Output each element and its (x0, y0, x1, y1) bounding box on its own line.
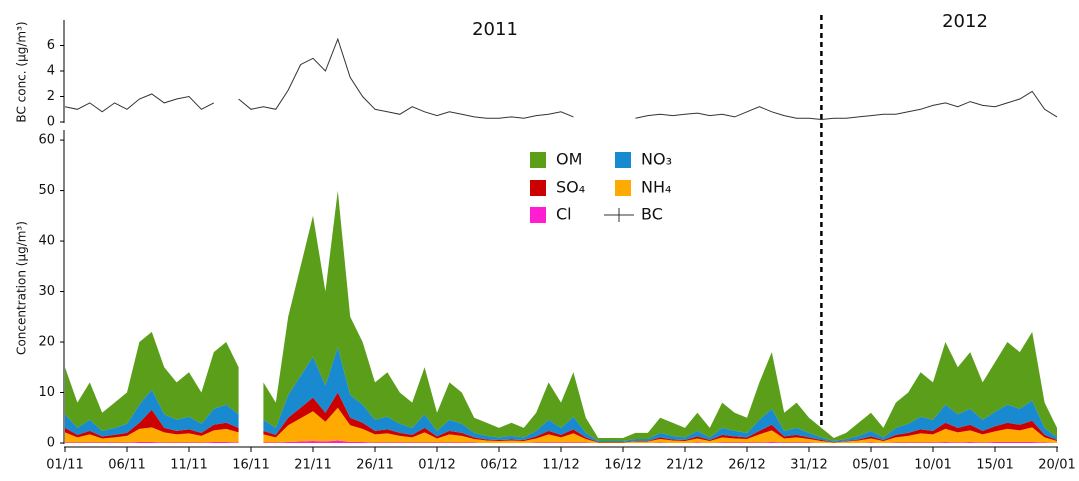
x-tick-label: 16/12 (604, 458, 641, 473)
legend-swatch (530, 152, 546, 168)
legend-label: OM (556, 150, 582, 169)
bc-line (64, 37, 1058, 121)
legend-swatch (530, 180, 546, 196)
x-tick-label: 10/01 (914, 458, 951, 473)
x-tick-label: 31/12 (790, 458, 827, 473)
legend-label: Cl (556, 205, 572, 224)
x-tick-label: 06/11 (108, 458, 145, 473)
x-tick-label: 06/12 (480, 458, 517, 473)
legend-swatch (615, 152, 631, 168)
legend-label: SO₄ (556, 178, 585, 197)
annotation: 2011 (472, 19, 518, 40)
x-tick-label: 16/11 (232, 458, 269, 473)
y-tick-label: 40 (38, 234, 55, 249)
y-tick-label: 0 (47, 436, 55, 451)
x-tick-label: 11/11 (170, 458, 207, 473)
area (65, 392, 1057, 443)
y-tick-label: 6 (47, 38, 55, 53)
area (65, 440, 1057, 443)
x-tick-label: 21/11 (294, 458, 331, 473)
x-tick-label: 21/12 (666, 458, 703, 473)
area (65, 190, 1057, 441)
y-tick-label: 60 (38, 133, 55, 148)
legend-label: NH₄ (641, 178, 671, 197)
y-tick-label: 20 (38, 335, 55, 350)
legend-swatch (615, 180, 631, 196)
x-tick-label: 26/12 (728, 458, 765, 473)
x-tick-label: 15/01 (976, 458, 1013, 473)
annotation: 2012 (942, 11, 988, 32)
area (65, 407, 1057, 443)
y-tick-label: 4 (47, 64, 55, 79)
x-tick-label: 11/12 (542, 458, 579, 473)
x-tick-label: 26/11 (356, 458, 393, 473)
x-tick-label: 05/01 (852, 458, 889, 473)
x-tick-label: 01/11 (46, 458, 83, 473)
y-axis-title: BC conc. (μg/m³) (15, 21, 29, 122)
legend-label: NO₃ (641, 150, 672, 169)
y-tick-label: 0 (47, 115, 55, 130)
x-tick-label: 01/12 (418, 458, 455, 473)
y-tick-label: 2 (47, 89, 55, 104)
area (65, 347, 1057, 442)
y-axis-title: Concentration (μg/m³) (15, 221, 29, 355)
y-tick-label: 50 (38, 183, 55, 198)
legend-swatch (530, 207, 546, 223)
legend-label: BC (641, 205, 663, 224)
y-tick-label: 30 (38, 284, 55, 299)
x-tick-label: 20/01 (1038, 458, 1075, 473)
y-tick-label: 10 (38, 385, 55, 400)
